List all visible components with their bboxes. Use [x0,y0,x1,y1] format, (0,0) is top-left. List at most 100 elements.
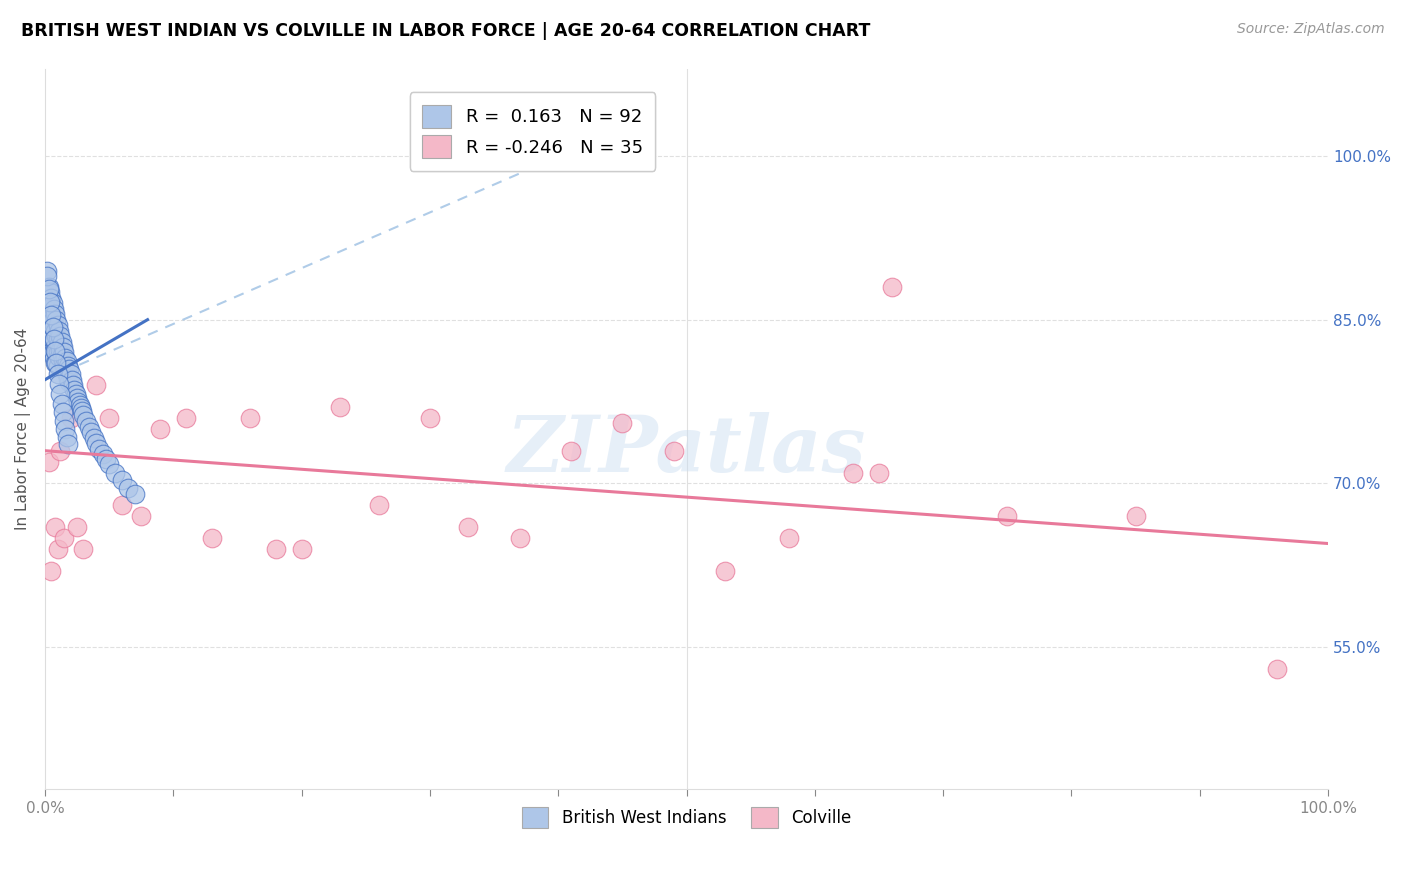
Point [42,301,65,316]
Point [96,452,118,467]
Point [83,431,105,445]
Point [59,368,82,382]
Point [842,466,865,480]
Point [39,295,62,310]
Point [58,361,80,376]
Point [46,332,69,346]
Point [45,329,67,343]
Point [1125,509,1147,524]
Point [149,422,172,436]
Point [39,291,62,305]
Text: Source: ZipAtlas.com: Source: ZipAtlas.com [1237,22,1385,37]
Point [44,344,66,359]
Point [41,312,63,326]
Point [39,324,62,338]
Point [37,268,59,283]
Point [46,318,69,332]
Point [98,457,121,471]
Point [868,466,890,480]
Point [45,356,67,370]
Point [778,531,800,545]
Point [55,351,77,365]
Point [38,296,60,310]
Point [880,280,903,294]
Text: BRITISH WEST INDIAN VS COLVILLE IN LABOR FORCE | AGE 20-64 CORRELATION CHART: BRITISH WEST INDIAN VS COLVILLE IN LABOR… [21,22,870,40]
Point [49,443,72,458]
Point [38,455,60,469]
Point [48,336,70,351]
Point [44,307,66,321]
Point [44,520,66,534]
Point [37,263,59,277]
Point [39,564,62,578]
Point [117,481,139,495]
Point [39,307,62,321]
Point [44,324,66,338]
Point [42,334,65,349]
Point [55,368,77,382]
Point [111,473,134,487]
Point [53,531,76,545]
Point [612,417,634,431]
Point [290,541,312,556]
Point [67,394,90,409]
Point [111,498,134,512]
Point [48,377,70,392]
Point [46,345,69,359]
Point [98,411,121,425]
Point [41,345,63,359]
Point [42,351,65,365]
Point [264,541,287,556]
Point [72,541,94,556]
Point [87,442,110,456]
Point [84,378,107,392]
Point [60,373,83,387]
Point [419,411,441,425]
Point [51,348,73,362]
Text: ZIPatlas: ZIPatlas [506,412,866,489]
Point [53,359,76,373]
Point [49,343,72,358]
Point [41,320,63,334]
Point [239,411,262,425]
Point [75,414,97,428]
Point [52,354,75,368]
Point [39,308,62,322]
Point [55,354,77,368]
Point [52,340,75,354]
Point [457,520,479,534]
Point [56,437,79,451]
Point [42,318,65,332]
Point [129,509,152,524]
Point [49,329,72,343]
Point [38,280,60,294]
Point [45,312,67,326]
Point [995,509,1018,524]
Point [42,332,65,346]
Point [91,447,114,461]
Point [44,340,66,354]
Point [69,398,91,412]
Point [39,345,62,359]
Point [38,312,60,326]
Point [560,443,582,458]
Point [662,443,685,458]
Point [48,350,70,364]
Point [51,397,73,411]
Point [46,359,69,373]
Point [45,345,67,359]
Point [77,419,100,434]
Point [367,498,389,512]
Point [104,466,127,480]
Point [49,387,72,401]
Point [1265,662,1288,676]
Point [124,487,146,501]
Point [51,334,73,349]
Point [58,375,80,389]
Point [52,405,75,419]
Legend: British West Indians, Colville: British West Indians, Colville [515,800,858,835]
Point [39,301,62,316]
Point [39,285,62,300]
Point [46,368,69,382]
Point [201,531,224,545]
